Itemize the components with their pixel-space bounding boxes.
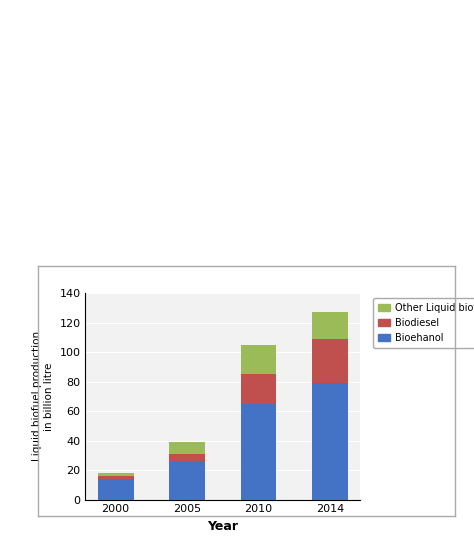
Bar [169,442,205,454]
Legend: Other Liquid biofuels, Biodiesel, Bioehanol: Other Liquid biofuels, Biodiesel, Bioeha… [374,298,474,348]
Bar [241,374,276,404]
Bar [241,345,276,374]
Bar [241,404,276,500]
Y-axis label: Liquid biofuel production
in billion litre: Liquid biofuel production in billion lit… [32,331,54,462]
Bar [312,312,348,339]
Bar [98,479,134,500]
Bar [169,461,205,500]
Bar [169,454,205,461]
Bar [312,339,348,383]
X-axis label: Year: Year [207,520,238,533]
Bar [312,383,348,500]
Bar [98,473,134,476]
Bar [98,476,134,479]
